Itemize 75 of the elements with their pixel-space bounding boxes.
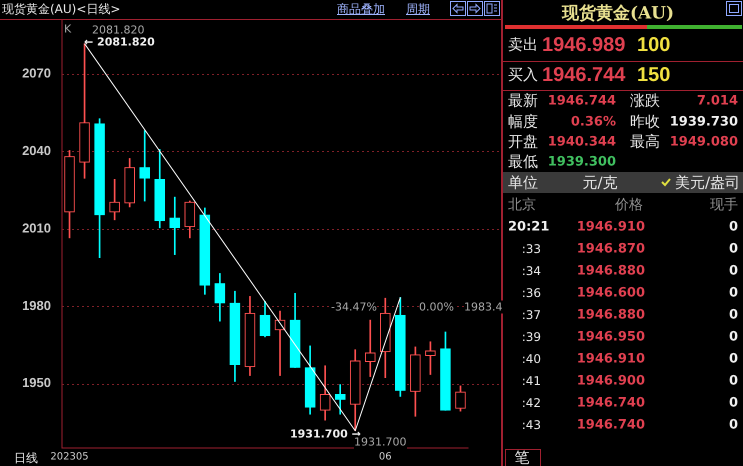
text: :41 <box>522 374 541 388</box>
text: 1949.080 <box>670 134 738 150</box>
text: 0 <box>728 418 738 432</box>
text: :33 <box>522 242 541 256</box>
text: 7.014 <box>696 94 738 108</box>
annotation: 2081.820 <box>92 24 144 36</box>
text: 涨跌 <box>630 92 660 110</box>
annotation: 0.00% <box>419 300 454 314</box>
y-tick-label: 1950 <box>22 375 51 390</box>
text: 元/克 <box>582 174 618 192</box>
text: 20:21 <box>508 220 550 234</box>
text: 笔 <box>514 448 530 466</box>
text: 0 <box>728 242 738 256</box>
text: 1946.744 <box>548 94 616 108</box>
text: :43 <box>522 418 541 432</box>
text: 0.36% <box>570 114 616 130</box>
text: 买入 <box>508 66 538 84</box>
text: 最低 <box>508 152 538 170</box>
text: 0 <box>728 374 738 388</box>
text: 1946.900 <box>576 374 645 388</box>
text: 1940.344 <box>548 134 616 150</box>
text: 1946.744 <box>542 64 626 86</box>
y-tick-label: 1980 <box>22 298 51 313</box>
text: :42 <box>522 396 541 410</box>
text: 商品叠加 <box>337 2 385 16</box>
annotation: ← 2081.820 <box>84 36 155 48</box>
text: 昨收 <box>630 112 660 130</box>
text: 最新 <box>508 92 538 110</box>
text: 1946.880 <box>576 264 645 278</box>
text: 1939.300 <box>548 154 616 170</box>
text: 0 <box>728 330 738 344</box>
text: 0 <box>728 220 738 234</box>
text: 1939.730 <box>670 114 738 130</box>
text: 现货黄金(AU) <box>562 4 674 24</box>
text: 1946.880 <box>576 308 645 322</box>
text: 日线 <box>14 451 38 465</box>
text: 最高 <box>630 132 660 150</box>
text: 0 <box>728 264 738 278</box>
text: 开盘 <box>508 132 538 150</box>
text: 1946.910 <box>576 352 645 366</box>
x-tick-label: 202305 <box>50 452 89 463</box>
text: 美元/盎司 <box>675 174 740 192</box>
annotation: 1983.4 <box>464 300 502 314</box>
text: 0 <box>728 286 738 300</box>
y-tick-label: 2010 <box>22 220 51 236</box>
text: 1946.740 <box>576 418 645 432</box>
text: 现手 <box>710 197 738 213</box>
text: 100 <box>637 34 670 56</box>
chart-title: 现货黄金(AU)<日线> <box>2 2 120 16</box>
text: 1946.600 <box>576 286 645 300</box>
y-tick-label: 2070 <box>22 66 51 81</box>
text: 价格 <box>615 197 643 213</box>
text: :36 <box>522 286 541 300</box>
text: :40 <box>522 352 541 366</box>
y-tick-label: 2040 <box>22 143 51 158</box>
text: 北京 <box>508 197 536 213</box>
text: :39 <box>522 330 541 344</box>
text: 1946.989 <box>542 34 626 56</box>
text: 0 <box>728 308 738 322</box>
text: 0 <box>728 352 738 366</box>
text: 单位 <box>508 174 538 192</box>
text: 周期 <box>406 2 430 16</box>
text: 1946.740 <box>576 396 645 410</box>
annotation: -34.47% <box>331 300 377 314</box>
text: 1946.870 <box>576 242 645 256</box>
x-tick-label: 06 <box>378 452 392 463</box>
annotation: K <box>64 22 72 36</box>
text: :37 <box>522 308 541 322</box>
text: 150 <box>637 64 670 86</box>
text: 1946.910 <box>576 220 645 234</box>
text: :34 <box>522 264 541 278</box>
text: 1946.950 <box>576 330 645 344</box>
text: 卖出 <box>508 36 538 54</box>
text: 0 <box>728 396 738 410</box>
text: 幅度 <box>508 112 538 130</box>
